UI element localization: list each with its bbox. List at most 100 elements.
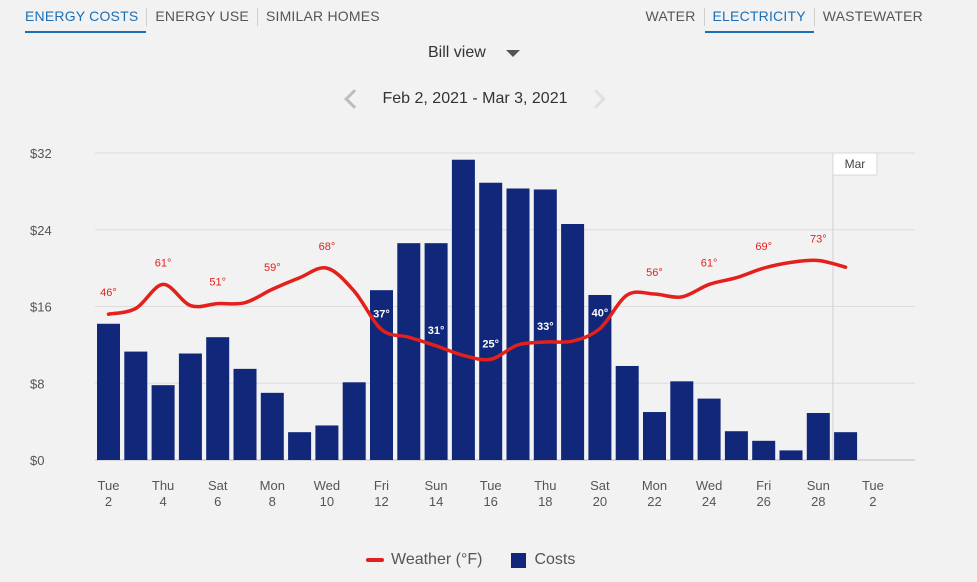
temperature-label: 69° [755,241,772,253]
tab-water[interactable]: WATER [645,8,696,24]
x-tick-weekday: Fri [374,478,389,493]
temperature-label: 31° [428,325,445,337]
x-tick-day: 18 [538,494,552,509]
x-tick-day: 22 [647,494,661,509]
caret-down-icon [505,49,520,57]
x-tick-weekday: Tue [98,478,120,493]
tab-divider [146,8,148,26]
tab-wastewater[interactable]: WASTEWATER [822,8,923,24]
x-tick-day: 16 [483,494,497,509]
x-tick-weekday: Wed [314,478,341,493]
cost-bar [724,431,748,460]
x-tick-weekday: Wed [696,478,723,493]
y-tick-label: $24 [30,223,52,238]
x-tick-weekday: Mon [642,478,667,493]
x-tick-weekday: Tue [480,478,502,493]
temperature-label: 68° [319,241,336,253]
cost-bar [178,353,202,460]
bill-view-dropdown[interactable]: Bill view [428,44,520,62]
cost-bar [451,159,475,460]
cost-bar [97,323,120,460]
legend-costs-label[interactable]: Costs [534,551,576,568]
x-tick-weekday: Tue [862,478,884,493]
chart-legend: Weather (°F) Costs [366,551,575,569]
cost-bar [670,381,694,460]
cost-bar [506,188,530,460]
x-tick-day: 26 [756,494,770,509]
y-tick-label: $8 [30,376,44,391]
y-tick-label: $16 [30,300,52,315]
temperature-label: 73° [810,233,827,245]
period-label: Feb 2, 2021 - Mar 3, 2021 [382,90,568,107]
tab-similar-homes[interactable]: SIMILAR HOMES [265,8,380,24]
temperature-label: 33° [537,321,554,333]
x-tick-weekday: Fri [756,478,771,493]
x-tick-weekday: Thu [152,478,174,493]
cost-bar [479,182,503,460]
y-tick-label: $0 [30,453,44,468]
legend-weather-label[interactable]: Weather (°F) [391,551,483,568]
y-tick-label: $32 [30,146,52,161]
cost-bar [124,351,148,460]
x-tick-weekday: Sun [425,478,448,493]
x-tick-day: 28 [811,494,825,509]
cost-bar [397,243,421,460]
tabs-right: WATER ELECTRICITY WASTEWATER [638,6,931,33]
tab-divider [813,8,815,26]
bill-view-label: Bill view [428,44,486,61]
cost-bar [342,382,366,460]
tab-energy-costs[interactable]: ENERGY COSTS [25,6,147,33]
legend-weather-swatch [366,558,384,562]
x-tick-day: 14 [429,494,443,509]
cost-bar [752,440,776,460]
cost-bar [643,412,666,460]
tabs-left: ENERGY COSTS ENERGY USE SIMILAR HOMES [25,6,388,33]
x-tick-day: 20 [593,494,607,509]
temperature-label: 56° [646,267,663,279]
cost-bar [533,189,557,461]
cost-bar [834,432,858,460]
cost-bar [288,432,312,460]
temperature-label: 37° [373,309,390,321]
x-tick-day: 2 [105,494,112,509]
cost-bar [588,294,612,460]
x-tick-day: 4 [159,494,166,509]
temperature-label: 51° [209,277,226,289]
x-tick-day: 2 [869,494,876,509]
x-tick-weekday: Sun [807,478,830,493]
x-tick-day: 12 [374,494,388,509]
weather-line [106,258,848,362]
month-marker-label: Mar [845,157,866,171]
x-tick-weekday: Thu [534,478,556,493]
tab-divider [703,8,705,26]
month-marker-box [832,152,878,176]
tab-electricity[interactable]: ELECTRICITY [704,6,814,33]
x-tick-day: 10 [320,494,334,509]
cost-bar [260,392,284,460]
cost-bar [206,337,230,460]
x-tick-day: 8 [269,494,276,509]
cost-bar [806,412,830,460]
cost-bar [779,450,803,460]
cost-bar [424,243,448,460]
cost-bar [233,368,257,460]
temperature-label: 46° [100,287,117,299]
period-navigator: Feb 2, 2021 - Mar 3, 2021 [340,88,610,110]
temperature-label: 25° [482,338,499,350]
x-tick-weekday: Sat [208,478,228,493]
cost-bar [615,365,639,460]
temperature-label: 61° [701,257,718,269]
tab-energy-use[interactable]: ENERGY USE [155,8,249,24]
temperature-label: 59° [264,262,281,274]
cost-bar [697,398,721,460]
tab-divider [256,8,258,26]
x-tick-weekday: Mon [260,478,285,493]
temperature-label: 40° [592,308,609,320]
x-tick-day: 6 [214,494,221,509]
temperature-label: 61° [155,257,172,269]
cost-bar [315,425,339,460]
legend-costs-swatch [511,552,527,568]
energy-cost-chart: $0 $8 $16 $24 $32 Mar 46° 61° 51° 59° 68° 37° 31° 25°… [30,146,915,509]
x-tick-weekday: Sat [590,478,610,493]
x-tick-day: 24 [702,494,716,509]
